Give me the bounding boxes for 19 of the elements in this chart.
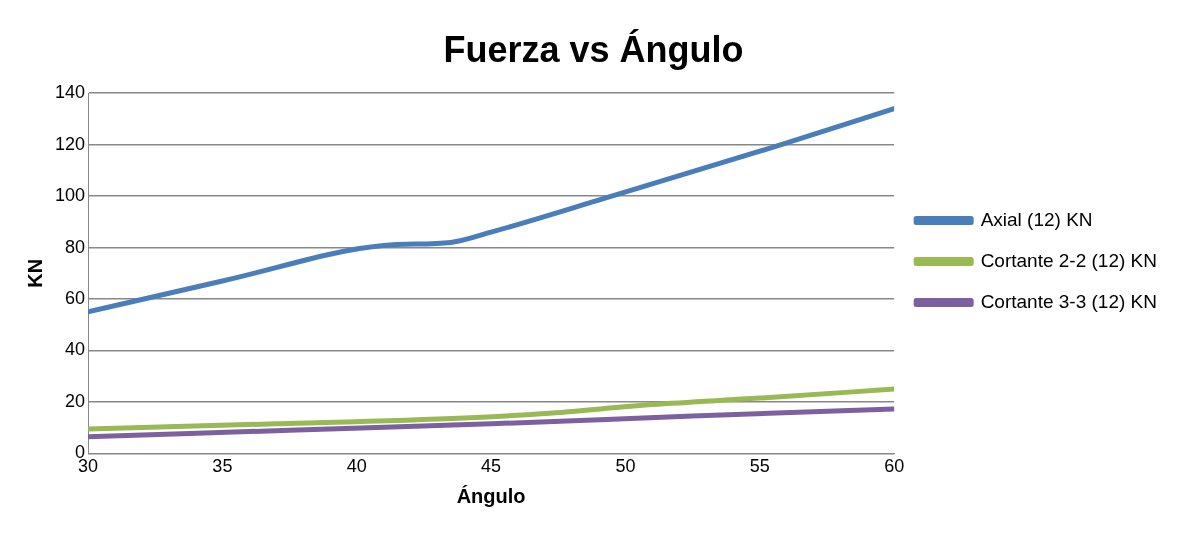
x-tick-label: 35 [212, 456, 233, 477]
x-axis-title: Ángulo [456, 484, 526, 507]
y-tick-label: 20 [65, 390, 86, 411]
y-tick-label: 140 [54, 82, 86, 103]
y-tick-label: 120 [54, 133, 86, 154]
legend-label: Axial (12) KN [980, 208, 1093, 230]
x-tick-label: 55 [749, 456, 770, 477]
legend-label: Cortante 2-2 (12) KN [980, 249, 1158, 271]
x-tick-label: 60 [884, 456, 905, 477]
y-tick-label: 100 [54, 185, 86, 206]
x-tick-label: 40 [346, 456, 367, 477]
legend-label: Cortante 3-3 (12) KN [980, 290, 1158, 312]
y-axis-title: KN [23, 258, 46, 288]
y-tick-label: 40 [65, 339, 86, 360]
y-tick-label: 60 [65, 288, 86, 308]
chart-title: Fuerza vs Ángulo [443, 28, 744, 70]
x-tick-label: 50 [615, 456, 636, 477]
x-tick-label: 45 [481, 456, 502, 477]
y-tick-label: 80 [65, 236, 86, 257]
